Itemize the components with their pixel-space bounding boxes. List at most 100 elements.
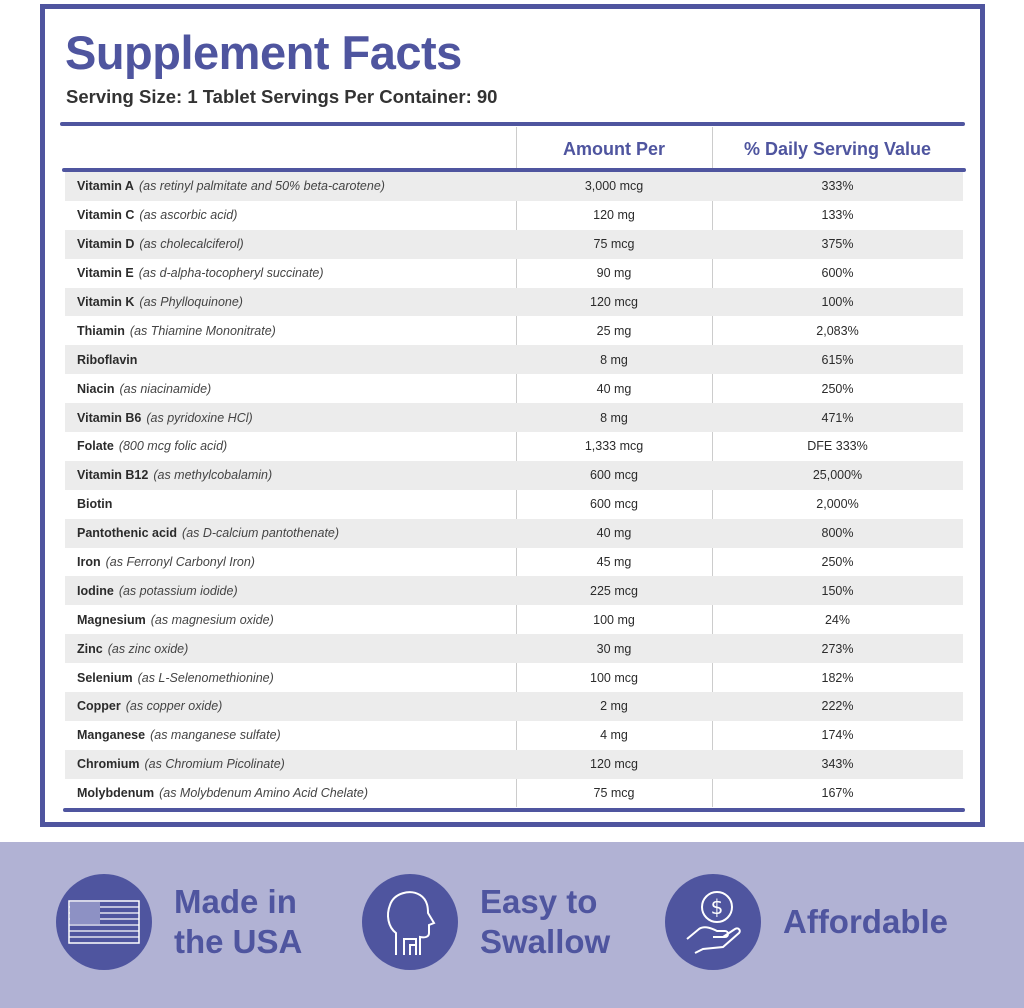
amount-cell: 120 mcg <box>590 295 638 309</box>
nutrient-name: Pantothenic acid <box>77 526 178 541</box>
nutrient-cell: Vitamin B12 (as methylcobalamin) <box>65 468 516 482</box>
amount-cell: 8 mg <box>600 352 628 367</box>
daily-value-cell: 800% <box>821 526 854 541</box>
daily-value-cell: 343% <box>821 757 854 772</box>
daily-value-cell: 375% <box>821 237 854 252</box>
table-row: Iron (as Ferronyl Carbonyl Iron) 45 mg 250% <box>65 548 963 577</box>
daily-value-cell: 2,000% <box>816 497 859 512</box>
header-amount: Amount Per <box>562 139 665 159</box>
amount-cell: 2 mg <box>600 699 628 714</box>
feature-text: Made in <box>174 883 297 920</box>
nutrient-name: Iron <box>77 555 101 570</box>
nutrient-source: (as methylcobalamin) <box>153 468 273 483</box>
daily-value-cell: 471% <box>821 410 854 425</box>
table-row: Vitamin B6 (as pyridoxine HCl) 8 mg 471% <box>65 403 963 433</box>
nutrient-cell: Manganese (as manganese sulfate) <box>65 728 516 742</box>
nutrient-source: (as copper oxide) <box>125 699 223 714</box>
daily-value-cell: 600% <box>821 266 854 281</box>
amount-cell: 75 mcg <box>593 786 635 801</box>
amount-cell: 45 mg <box>596 555 632 570</box>
nutrient-cell: Vitamin E (as d-alpha-tocopheryl succinat… <box>65 266 516 280</box>
features-band: Made in the USA Easy to Swallow $ Affordab… <box>0 842 1024 1008</box>
daily-value-cell: 273% <box>821 641 854 656</box>
nutrient-cell: Pantothenic acid (as D-calcium pantothena… <box>65 526 516 540</box>
table-row: Iodine (as potassium iodide) 225 mcg 150% <box>65 576 963 606</box>
table-row: Molybdenum (as Molybdenum Amino Acid Chel… <box>65 779 963 808</box>
nutrient-name: Folate <box>77 439 114 454</box>
daily-value-cell: 250% <box>821 555 854 570</box>
feature-made-in-usa: Made in the USA <box>56 874 302 970</box>
amount-cell: 600 mcg <box>590 468 638 483</box>
daily-value-cell: DFE 333% <box>807 439 868 454</box>
svg-text:$: $ <box>711 895 724 919</box>
amount-cell: 120 mg <box>593 208 635 223</box>
nutrient-cell: Thiamin (as Thiamine Mononitrate) <box>65 324 516 338</box>
table-row: Magnesium (as magnesium oxide) 100 mg 24% <box>65 605 963 634</box>
nutrient-source: (as Thiamine Mononitrate) <box>129 323 276 338</box>
nutrient-name: Molybdenum <box>77 786 155 801</box>
amount-cell: 3,000 mcg <box>584 179 644 194</box>
nutrient-source: (as Molybdenum Amino Acid Chelate) <box>159 786 368 801</box>
table-row: Biotin 600 mcg 2,000% <box>65 490 963 519</box>
table-row: Thiamin (as Thiamine Mononitrate) 25 mg 2,0… <box>65 316 963 345</box>
nutrient-name: Copper <box>77 699 121 714</box>
amount-cell: 600 mcg <box>590 497 638 512</box>
serving-info: Serving Size: 1 Tablet Servings Per Cont… <box>66 86 498 107</box>
daily-value-cell: 2,083% <box>816 323 859 338</box>
nutrient-source: (as manganese sulfate) <box>150 728 281 743</box>
nutrient-source: (as pyridoxine HCl) <box>146 410 253 425</box>
daily-value-cell: 250% <box>821 381 854 396</box>
feature-text: Easy to <box>480 883 598 920</box>
table-row: Manganese (as manganese sulfate) 4 mg 174% <box>65 721 963 750</box>
nutrient-name: Magnesium <box>77 612 146 627</box>
nutrient-cell: Magnesium (as magnesium oxide) <box>65 613 516 627</box>
nutrient-name: Chromium <box>77 757 140 772</box>
nutrient-source: (as retinyl palmitate and 50% beta-carot… <box>138 179 385 194</box>
nutrient-cell: Iodine (as potassium iodide) <box>65 584 516 598</box>
nutrient-source: (as Chromium Picolinate) <box>144 757 285 772</box>
table-row: Pantothenic acid (as D-calcium pantothena… <box>65 518 963 548</box>
nutrient-source: (as d-alpha-tocopheryl succinate) <box>138 266 324 281</box>
daily-value-cell: 167% <box>821 786 854 801</box>
table-header: Amount Per % Daily Serving Value <box>65 127 963 168</box>
header-daily-value: % Daily Serving Value <box>743 139 932 159</box>
nutrient-cell: Riboflavin <box>65 353 516 367</box>
amount-cell: 30 mg <box>596 641 632 656</box>
nutrient-cell: Vitamin B6 (as pyridoxine HCl) <box>65 411 516 425</box>
nutrient-name: Vitamin K <box>77 295 135 309</box>
daily-value-cell: 24% <box>824 612 851 627</box>
amount-cell: 225 mcg <box>590 583 638 598</box>
table-row: Selenium (as L-Selenomethionine) 100 mcg 18… <box>65 663 963 692</box>
nutrient-source: (as cholecalciferol) <box>139 237 244 252</box>
nutrient-cell: Folate (800 mcg folic acid) <box>65 439 516 453</box>
feature-text: Swallow <box>480 923 611 960</box>
feature-text: Affordable <box>783 903 948 940</box>
amount-cell: 120 mcg <box>590 757 638 772</box>
divider <box>62 168 966 172</box>
nutrient-cell: Iron (as Ferronyl Carbonyl Iron) <box>65 555 516 569</box>
daily-value-cell: 333% <box>821 179 854 194</box>
supplement-facts-panel: Supplement Facts Serving Size: 1 Tablet … <box>40 4 985 827</box>
nutrient-cell: Molybdenum (as Molybdenum Amino Acid Chel… <box>65 786 516 800</box>
nutrient-name: Manganese <box>77 728 146 743</box>
amount-cell: 100 mcg <box>590 670 638 685</box>
daily-value-cell: 182% <box>821 670 854 685</box>
table-row: Copper (as copper oxide) 2 mg 222% <box>65 692 963 721</box>
amount-cell: 90 mg <box>596 266 632 281</box>
nutrient-cell: Copper (as copper oxide) <box>65 699 516 713</box>
nutrient-source: (as D-calcium pantothenate) <box>182 526 340 541</box>
table-row: Folate (800 mcg folic acid) 1,333 mcg DFE 3… <box>65 432 963 461</box>
feature-affordable: $ Affordable <box>665 874 948 970</box>
nutrient-name: Selenium <box>77 670 133 685</box>
table-row: Vitamin E (as d-alpha-tocopheryl succinat… <box>65 259 963 288</box>
nutrient-name: Zinc <box>77 641 103 656</box>
amount-cell: 100 mg <box>593 612 635 627</box>
nutrient-name: Iodine <box>77 583 114 598</box>
nutrient-cell: Biotin <box>65 497 516 511</box>
table-row: Niacin (as niacinamide) 40 mg 250% <box>65 374 963 403</box>
feature-easy-to-swallow: Easy to Swallow <box>362 874 610 970</box>
nutrient-cell: Vitamin K (as Phylloquinone) <box>65 295 516 309</box>
amount-cell: 25 mg <box>596 323 632 338</box>
table-row: Zinc (as zinc oxide) 30 mg 273% <box>65 634 963 664</box>
amount-cell: 8 mg <box>600 410 628 425</box>
